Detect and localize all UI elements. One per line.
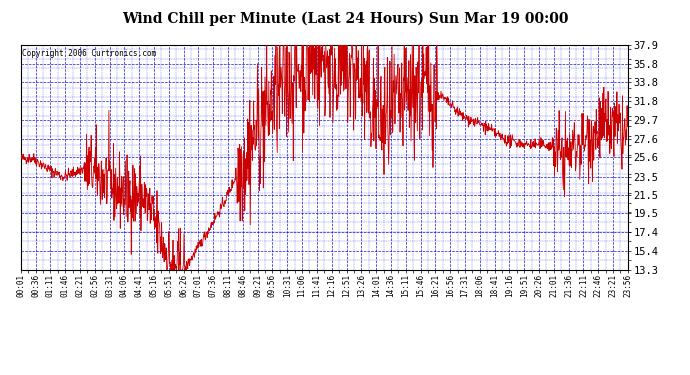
Text: Wind Chill per Minute (Last 24 Hours) Sun Mar 19 00:00: Wind Chill per Minute (Last 24 Hours) Su… xyxy=(121,11,569,26)
Text: Copyright 2006 Curtronics.com: Copyright 2006 Curtronics.com xyxy=(22,50,156,58)
